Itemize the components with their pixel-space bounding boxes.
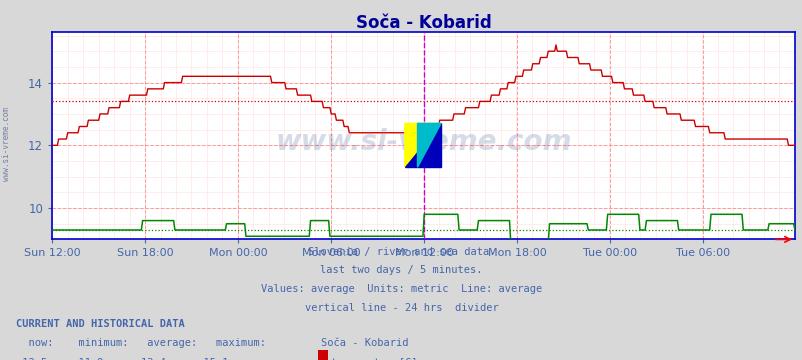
Text: temperature[C]: temperature[C]	[330, 358, 418, 360]
Title: Soča - Kobarid: Soča - Kobarid	[355, 14, 491, 32]
Text: Values: average  Units: metric  Line: average: Values: average Units: metric Line: aver…	[261, 284, 541, 294]
Text: Slovenia / river and sea data.: Slovenia / river and sea data.	[307, 247, 495, 257]
Text: www.si-vreme.com: www.si-vreme.com	[2, 107, 11, 181]
Text: www.si-vreme.com: www.si-vreme.com	[275, 128, 571, 156]
Text: last two days / 5 minutes.: last two days / 5 minutes.	[320, 265, 482, 275]
Polygon shape	[404, 123, 440, 167]
Text: Soča - Kobarid: Soča - Kobarid	[321, 338, 408, 348]
Text: CURRENT AND HISTORICAL DATA: CURRENT AND HISTORICAL DATA	[16, 319, 184, 329]
Polygon shape	[404, 123, 440, 167]
Text: now:    minimum:   average:   maximum:: now: minimum: average: maximum:	[16, 338, 265, 348]
Text: vertical line - 24 hrs  divider: vertical line - 24 hrs divider	[304, 303, 498, 313]
Polygon shape	[417, 123, 440, 167]
Text: 12.5     11.9      13.4      15.1: 12.5 11.9 13.4 15.1	[16, 358, 229, 360]
